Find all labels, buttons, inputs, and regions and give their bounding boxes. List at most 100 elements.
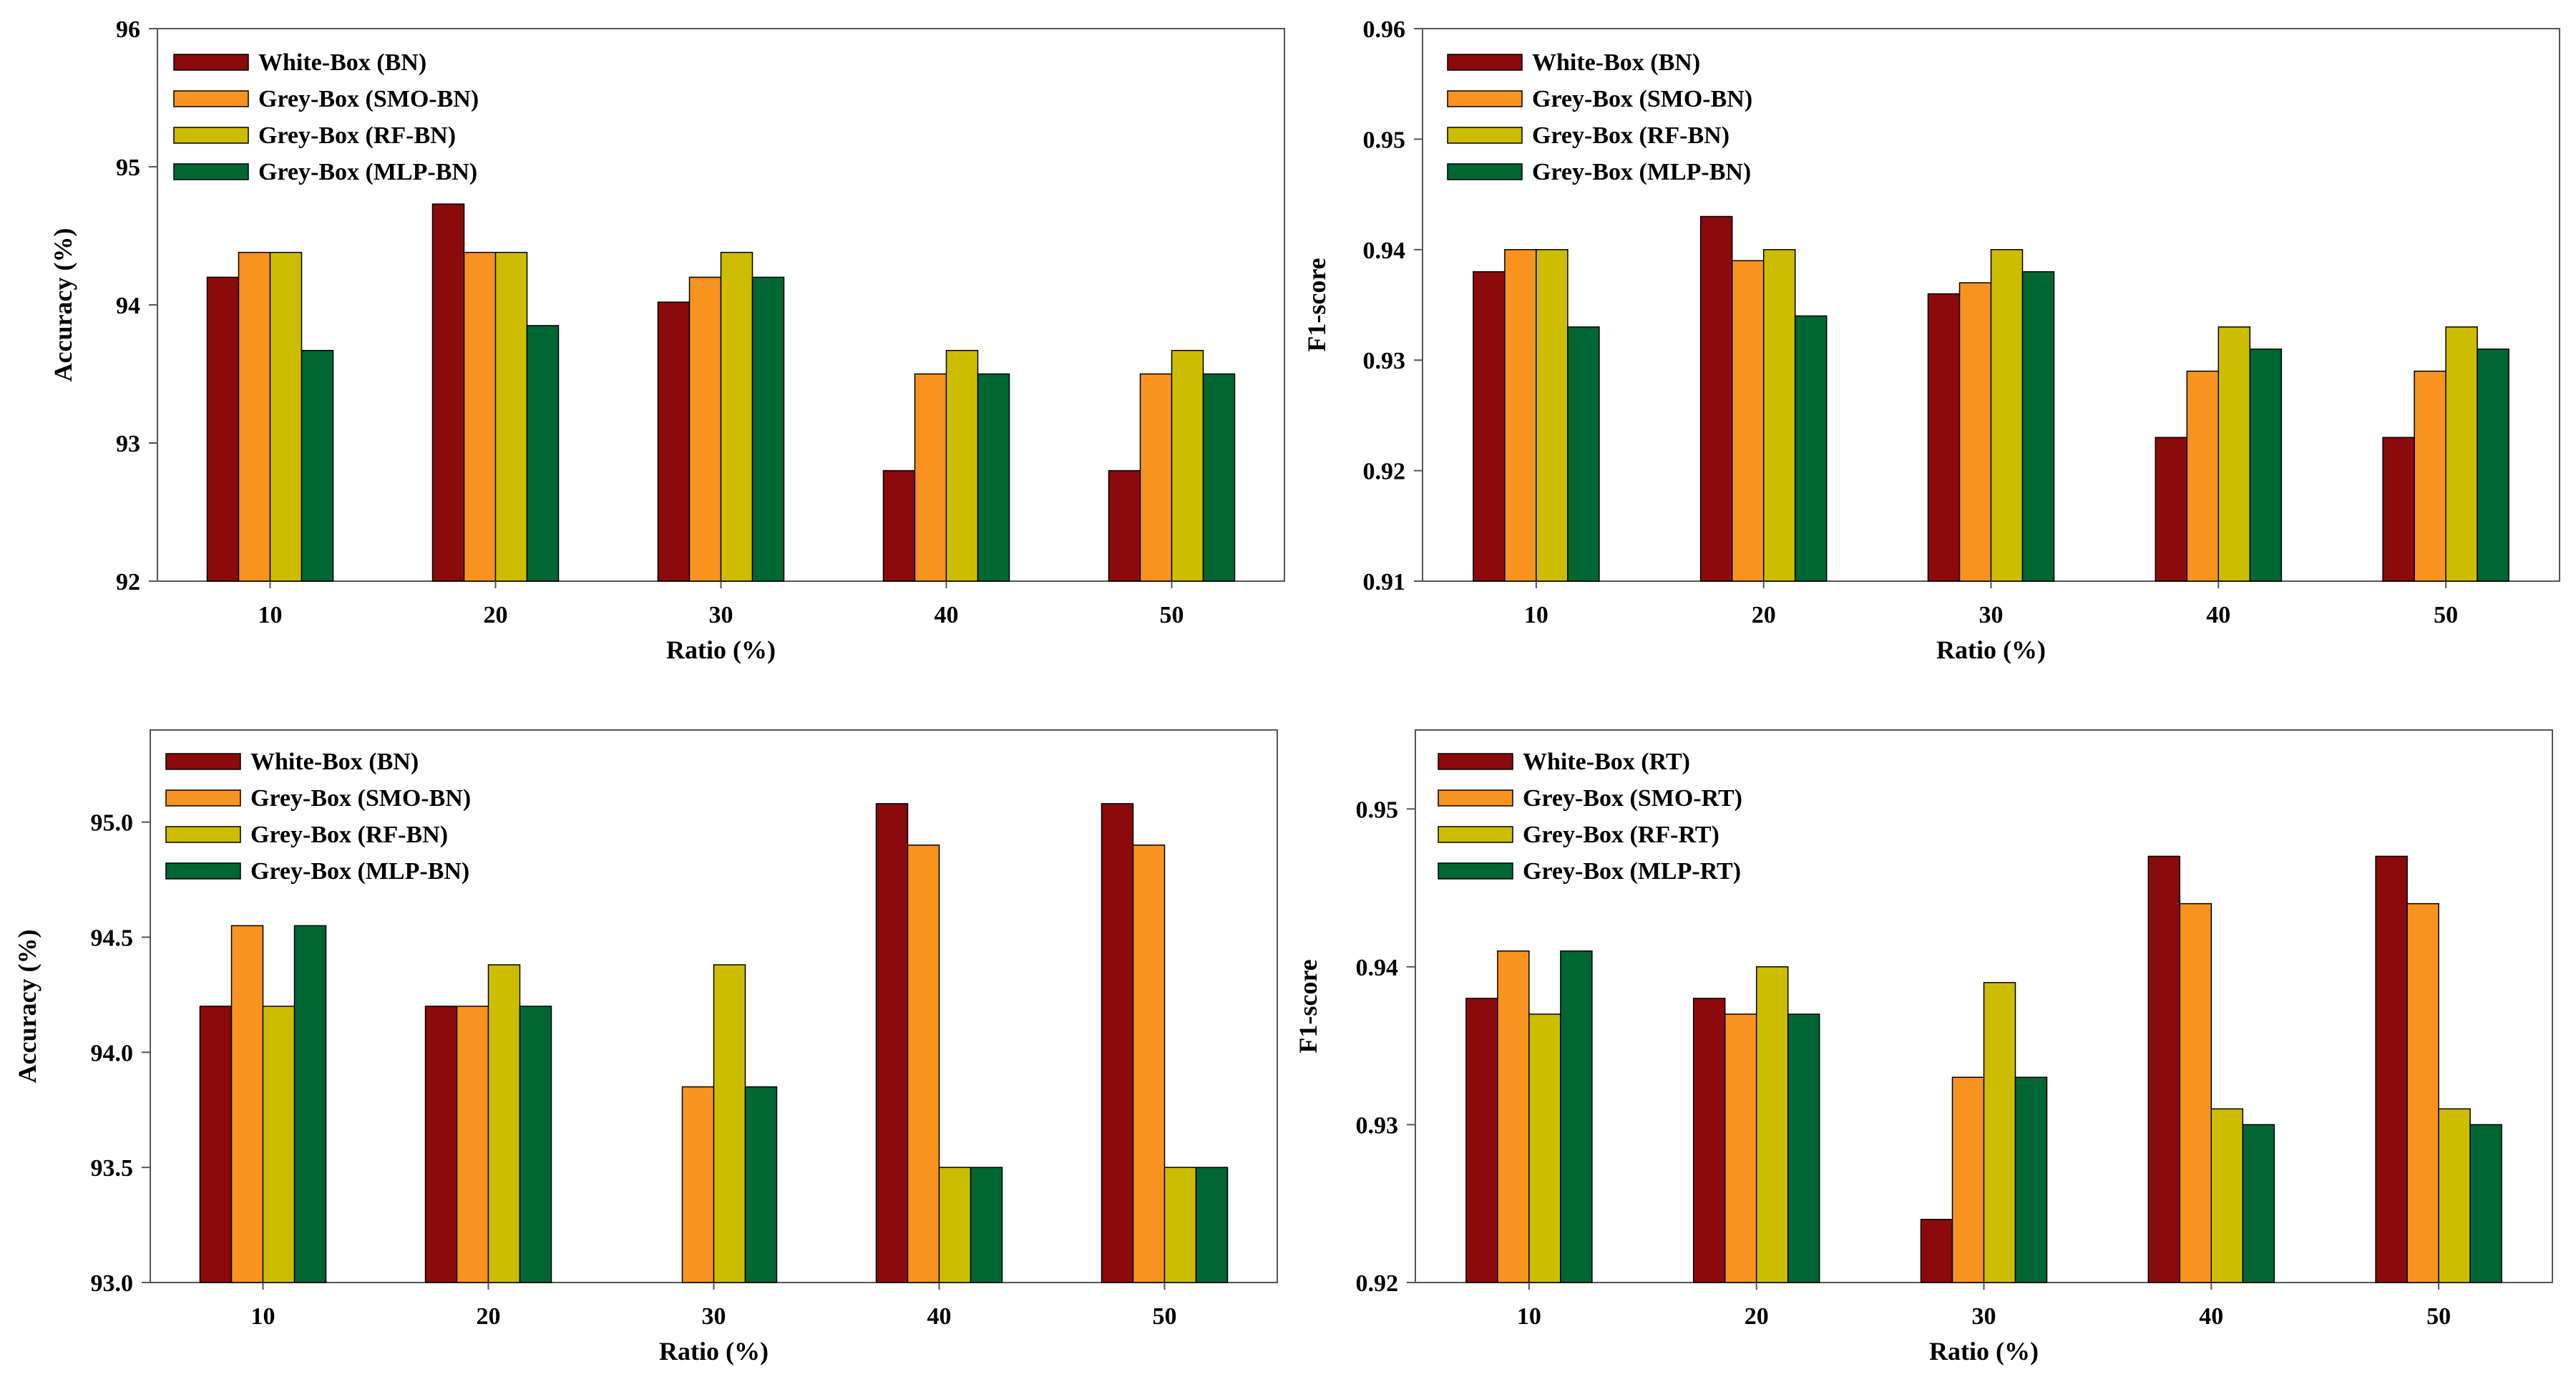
legend-label: Grey-Box (MLP-RT) [1523, 858, 1741, 885]
x-tick-label: 40 [935, 602, 959, 628]
y-tick-label: 0.95 [1356, 797, 1399, 823]
bar-grey-box-rf-bn-10 [262, 1006, 296, 1283]
bar-white-box-bn-40 [875, 803, 909, 1283]
bar-grey-box-mlp-bn-10 [1567, 326, 1600, 582]
bar-grey-box-smo-rt-30 [1951, 1076, 1985, 1283]
y-tick-label: 0.94 [1356, 955, 1399, 981]
x-axis-label: Ratio (%) [1936, 636, 2046, 664]
bar-white-box-bn-40 [2155, 437, 2188, 582]
bar-grey-box-smo-rt-40 [2179, 902, 2212, 1283]
legend-label: Grey-Box (MLP-BN) [1532, 159, 1751, 185]
y-axis-label: Accuracy (%) [49, 228, 77, 382]
legend-swatch [1438, 862, 1513, 880]
legend-swatch [1438, 789, 1513, 807]
legend-label: Grey-Box (RF-BN) [1532, 122, 1729, 149]
legend-label: Grey-Box (RF-RT) [1523, 822, 1719, 848]
x-axis-label: Ratio (%) [1929, 1337, 2039, 1366]
bar-white-box-bn-20 [431, 203, 465, 582]
bar-white-box-bn-50 [2382, 437, 2415, 582]
chart-panel-top-right-f1: 0.91 0.92 0.93 0.94 0.95 0.96 10 20 30 40 50 Ratio … [1302, 16, 2560, 664]
y-axis-label: F1-score [1294, 959, 1322, 1053]
x-tick-label: 20 [1752, 602, 1776, 628]
bar-grey-box-rf-bn-10 [1536, 249, 1568, 582]
y-tick-label: 96 [116, 16, 140, 43]
bar-grey-box-rf-rt-50 [2438, 1108, 2471, 1283]
bar-grey-box-rf-bn-30 [713, 964, 746, 1283]
bar-grey-box-smo-rt-20 [1724, 1013, 1757, 1283]
bar-white-box-bn-50 [1108, 469, 1141, 582]
legend-swatch [1447, 163, 1523, 180]
bar-grey-box-mlp-bn-20 [1794, 315, 1828, 582]
bar-grey-box-mlp-bn-20 [526, 325, 560, 582]
bar-grey-box-mlp-rt-30 [2014, 1076, 2048, 1283]
bar-grey-box-smo-bn-20 [1731, 260, 1765, 582]
legend-label: Grey-Box (SMO-BN) [258, 86, 479, 112]
legend-label: Grey-Box (SMO-BN) [250, 785, 471, 812]
bar-white-box-rt-20 [1692, 998, 1726, 1283]
bar-white-box-bn-10 [1473, 271, 1506, 582]
bar-grey-box-mlp-bn-20 [519, 1006, 552, 1283]
bar-grey-box-smo-bn-40 [914, 373, 947, 582]
bar-white-box-rt-50 [2375, 855, 2408, 1283]
x-tick-label: 50 [1160, 602, 1184, 628]
legend-label: Grey-Box (RF-BN) [250, 822, 448, 848]
bar-white-box-bn-50 [1101, 803, 1134, 1283]
x-tick-label: 50 [2426, 1303, 2451, 1330]
x-tick-label: 30 [709, 602, 733, 628]
y-tick-label: 0.93 [1363, 348, 1406, 374]
legend-swatch [165, 862, 241, 880]
legend-label: White-Box (BN) [258, 49, 426, 76]
bar-grey-box-rf-rt-40 [2210, 1108, 2244, 1283]
bar-grey-box-mlp-bn-40 [970, 1167, 1003, 1283]
bar-grey-box-rf-rt-20 [1755, 966, 1789, 1283]
bar-grey-box-rf-bn-20 [1762, 249, 1796, 582]
bar-grey-box-smo-bn-50 [1139, 373, 1173, 582]
bar-grey-box-mlp-bn-30 [744, 1086, 778, 1283]
bar-grey-box-mlp-bn-50 [2477, 349, 2509, 582]
bar-grey-box-smo-bn-20 [456, 1006, 489, 1283]
y-tick-label: 0.96 [1363, 16, 1406, 43]
bar-grey-box-mlp-rt-10 [1560, 950, 1593, 1283]
legend: White-Box (RT) Grey-Box (SMO-RT) Grey-Box … [1438, 749, 1742, 885]
bar-grey-box-smo-bn-30 [688, 276, 722, 582]
bar-grey-box-rf-bn-50 [1171, 349, 1204, 582]
x-tick-label: 10 [1524, 602, 1548, 628]
legend-swatch [165, 753, 241, 770]
legend-swatch [173, 163, 249, 180]
chart-panel-top-left-accuracy: 92 93 94 95 96 10 20 30 40 50 Ratio (%) Accuracy (%… [49, 16, 1285, 664]
bar-grey-box-rf-rt-10 [1528, 1013, 1561, 1283]
bar-grey-box-smo-bn-10 [230, 925, 264, 1283]
y-tick-label: 93 [116, 431, 140, 457]
y-axis-label: Accuracy (%) [13, 930, 42, 1084]
bar-white-box-bn-20 [1699, 215, 1733, 582]
bar-white-box-bn-20 [424, 1006, 458, 1283]
bar-grey-box-mlp-rt-20 [1787, 1013, 1820, 1283]
legend-label: Grey-Box (SMO-BN) [1532, 86, 1752, 112]
legend: White-Box (BN) Grey-Box (SMO-BN) Grey-Box … [1447, 49, 1752, 185]
legend-label: Grey-Box (MLP-BN) [250, 858, 469, 885]
y-tick-label: 94 [116, 293, 140, 319]
bar-white-box-bn-30 [657, 301, 691, 582]
bar-grey-box-rf-bn-10 [269, 251, 303, 582]
x-axis-label: Ratio (%) [666, 636, 776, 664]
y-tick-label: 0.92 [1356, 1270, 1399, 1297]
chart-panel-bottom-left-accuracy: 93.0 93.5 94.0 94.5 95.0 10 20 30 40 50 Ratio (%) A… [13, 729, 1278, 1366]
bar-grey-box-smo-bn-50 [2414, 370, 2446, 582]
y-axis-label: F1-score [1302, 258, 1331, 351]
x-tick-label: 50 [1153, 1303, 1177, 1330]
bar-grey-box-mlp-bn-40 [977, 373, 1010, 582]
bar-grey-box-mlp-bn-50 [1195, 1167, 1229, 1283]
bar-grey-box-rf-bn-20 [487, 964, 521, 1283]
bar-grey-box-rf-bn-30 [720, 251, 753, 582]
legend-swatch [173, 127, 249, 144]
bar-grey-box-smo-rt-50 [2406, 902, 2439, 1283]
y-tick-label: 94.5 [91, 925, 134, 952]
y-tick-label: 93.0 [91, 1270, 134, 1297]
bar-grey-box-smo-bn-10 [1504, 249, 1537, 582]
x-tick-label: 30 [1979, 602, 2004, 628]
y-tick-label: 0.91 [1363, 569, 1406, 595]
legend-swatch [1447, 90, 1523, 107]
x-axis-label: Ratio (%) [659, 1337, 769, 1366]
bar-grey-box-mlp-bn-10 [293, 925, 327, 1283]
legend-label: Grey-Box (SMO-RT) [1523, 785, 1742, 812]
